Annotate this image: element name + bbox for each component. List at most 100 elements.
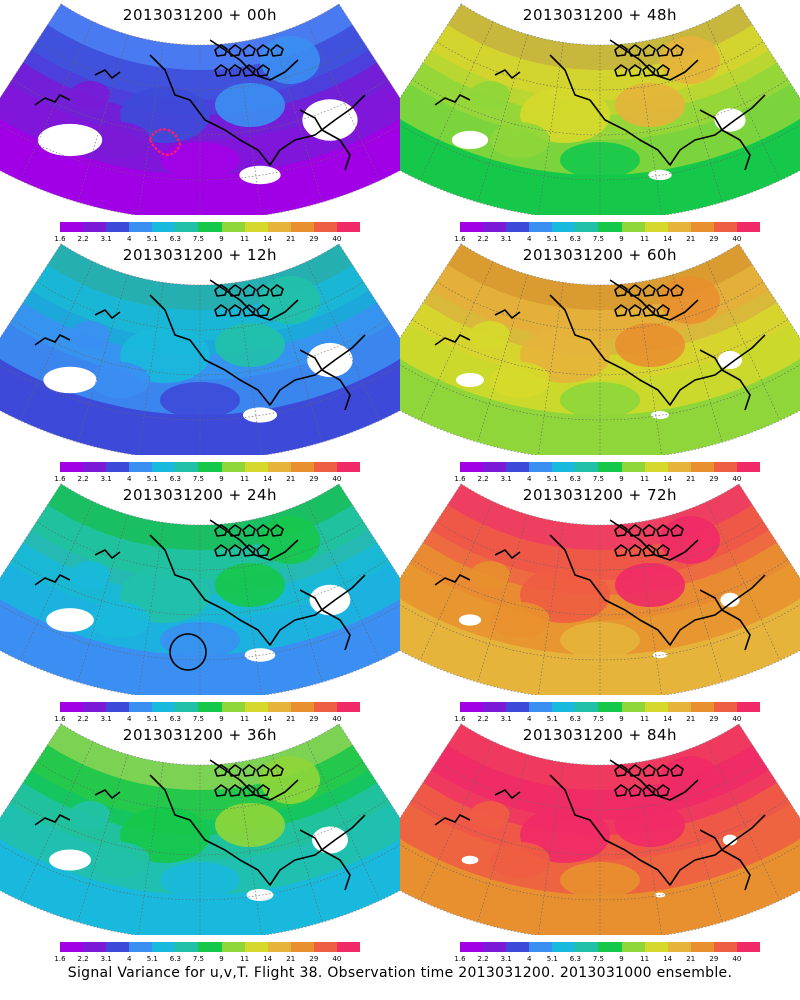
island-outline [642, 304, 656, 317]
coastline-path [549, 774, 766, 886]
colorbar-tick-label: 4 [526, 235, 532, 243]
colorbar-tick-label: 6.3 [169, 955, 181, 963]
colorbar-swatch [152, 222, 176, 232]
colorbar-swatch [221, 942, 245, 952]
graticule-meridian [477, 274, 528, 443]
field-blob [560, 142, 640, 178]
graticule-parallel [436, 41, 764, 91]
colorbar-swatch [552, 462, 576, 472]
island-outline [242, 764, 256, 777]
below-threshold-patch [720, 592, 740, 608]
colorbar-tick-label: 14 [663, 475, 673, 483]
colorbar-swatch [529, 462, 553, 472]
colorbar-tick-label: 29 [309, 715, 319, 723]
colorbar-swatch [83, 462, 107, 472]
coastline-path [494, 549, 521, 559]
graticule-parallel [36, 761, 364, 811]
colorbar-swatch [198, 702, 222, 712]
below-threshold-patch [246, 889, 274, 901]
island-outline [628, 544, 642, 557]
colorbar-swatch [460, 462, 484, 472]
colorbar-tick-label: 14 [263, 955, 273, 963]
colorbar-swatch [175, 222, 199, 232]
colorbar-swatch [690, 942, 714, 952]
coastline-path [34, 94, 71, 106]
colorbar-tick-label: 40 [332, 475, 342, 483]
graticule-parallel [11, 799, 389, 856]
island-outline [256, 64, 270, 77]
colorbar-tick-label: 1.6 [454, 955, 466, 963]
island-outline [656, 304, 670, 317]
coastline-path [209, 39, 299, 81]
colorbar [460, 702, 761, 712]
colorbar-tick-label: 3.1 [500, 475, 512, 483]
field-blob [260, 36, 320, 84]
colorbar-tick-label: 3.1 [100, 475, 112, 483]
island-outline [242, 304, 256, 317]
field-blob [70, 321, 110, 349]
field-blob [490, 842, 550, 878]
colorbar-tick-label: 29 [309, 955, 319, 963]
field-blob [160, 622, 240, 658]
colorbar-tick-label: 40 [732, 715, 742, 723]
colorbar-swatch [736, 462, 761, 472]
field-blob [90, 602, 150, 638]
colorbar-swatch [290, 222, 314, 232]
colorbar-tick-label: 21 [686, 475, 696, 483]
map-panel-60h: 2013031200 + 60h 1.6 2.2 3.1 4 5.1 6.3 7.5 9 11 1… [400, 240, 800, 485]
island-outline [614, 44, 628, 57]
colorbar-swatch [552, 702, 576, 712]
graticule-meridian [272, 34, 323, 203]
field-blob [215, 83, 285, 127]
coastline-path [299, 349, 351, 411]
colorbar-swatch [621, 222, 645, 232]
below-threshold-patch [43, 366, 97, 394]
colorbar-swatch [529, 702, 553, 712]
island-outline [228, 544, 242, 557]
graticule-parallel [400, 124, 800, 181]
coastline-path [699, 589, 751, 651]
colorbar-swatch [529, 942, 553, 952]
island-outline [242, 524, 256, 537]
colorbar-tick-label: 9 [219, 955, 224, 963]
graticule-parallel [436, 761, 764, 811]
colorbar-swatch [644, 702, 668, 712]
island-outline [670, 764, 684, 777]
map-plot [0, 723, 400, 935]
below-threshold-patch [648, 169, 672, 181]
flight-track [148, 128, 182, 156]
colorbar-tick-label: 1.6 [454, 715, 466, 723]
colorbar-labels: 1.6 2.2 3.1 4 5.1 6.3 7.5 9 11 14 21 29 40 [54, 715, 360, 725]
coastline-path [149, 774, 366, 886]
colorbar-tick-label: 5.1 [546, 235, 558, 243]
colorbar-tick-label: 3.1 [500, 955, 512, 963]
colorbar-swatch [152, 942, 176, 952]
colorbar-tick-label: 29 [309, 475, 319, 483]
colorbar-swatch [483, 942, 507, 952]
coastline-path [609, 279, 699, 321]
colorbar-tick-label: 5.1 [146, 475, 158, 483]
island-outline [228, 64, 242, 77]
colorbar-swatch [460, 702, 484, 712]
colorbar-tick-label: 1.6 [54, 235, 66, 243]
graticule-meridian [272, 514, 323, 683]
colorbar-swatch [690, 222, 714, 232]
colorbar-swatch [267, 222, 291, 232]
island-outline [614, 544, 628, 557]
coastline-path [209, 279, 299, 321]
colorbar-tick-label: 5.1 [146, 235, 158, 243]
island-outline [670, 524, 684, 537]
graticule-meridian [77, 34, 128, 203]
panel-title: 2013031200 + 36h [122, 726, 278, 744]
island-outline [642, 44, 656, 57]
colorbar-swatch [129, 462, 153, 472]
colorbar-swatch [106, 942, 130, 952]
map-panel-72h: 2013031200 + 72h 1.6 2.2 3.1 4 5.1 6.3 7.5 9 11 1… [400, 480, 800, 725]
graticule-parallel [400, 844, 800, 901]
field-blob [70, 81, 110, 109]
graticule-meridian [672, 34, 723, 203]
coastline-path [209, 519, 299, 561]
field-blob [70, 561, 110, 589]
colorbar-tick-label: 21 [286, 235, 296, 243]
colorbar [460, 462, 761, 472]
